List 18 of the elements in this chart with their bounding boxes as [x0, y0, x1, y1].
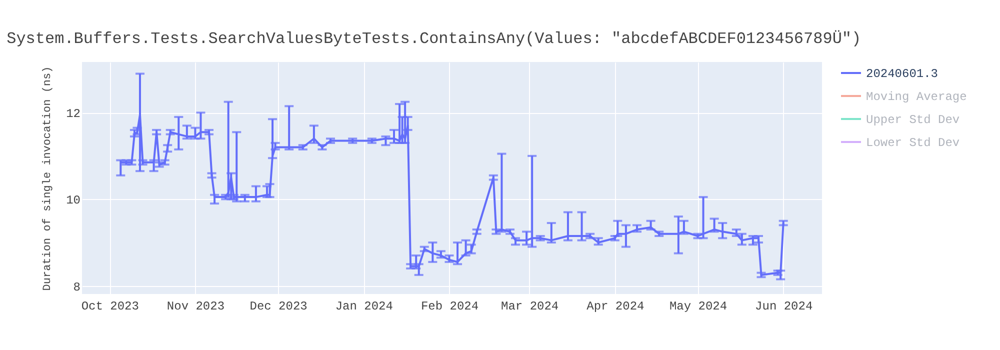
x-tick-label: Dec 2023	[250, 300, 308, 314]
x-tick-label: Nov 2023	[166, 300, 225, 314]
x-tick-label: Jan 2024	[335, 300, 393, 314]
legend-label: Moving Average	[866, 90, 967, 104]
x-tick-label: Oct 2023	[81, 300, 139, 314]
y-tick-label: 10	[66, 194, 80, 208]
chart-title: System.Buffers.Tests.SearchValuesByteTests.ContainsAny(Values: "abcdefABCDEF0123456789Ü")	[6, 30, 862, 48]
x-tick-label: Jun 2024	[755, 300, 813, 314]
y-axis-title: Duration of single invocation (ns)	[42, 66, 54, 291]
x-tick-label: Feb 2024	[420, 300, 479, 314]
y-tick-label: 12	[66, 107, 80, 122]
x-tick-label: Apr 2024	[586, 300, 644, 314]
x-tick-label: Mar 2024	[501, 300, 559, 314]
legend-label: Lower Std Dev	[866, 136, 960, 150]
x-tick-label: May 2024	[669, 300, 728, 314]
y-tick-label: 8	[73, 280, 80, 294]
legend-label: 20240601.3	[866, 67, 938, 81]
legend-label: Upper Std Dev	[866, 113, 960, 127]
